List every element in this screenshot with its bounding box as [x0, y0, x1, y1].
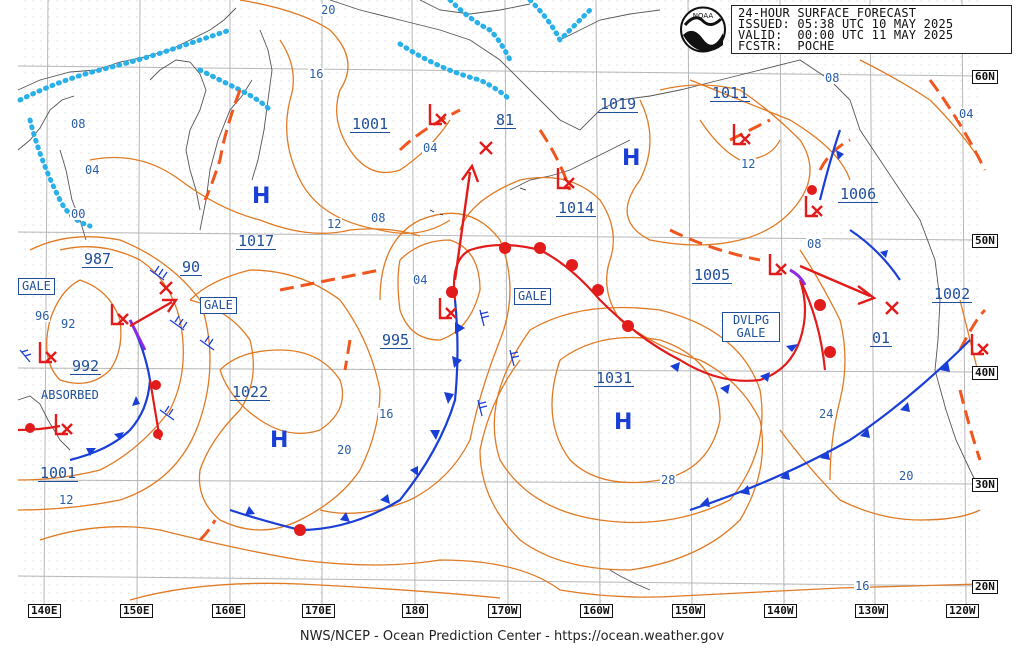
pressure-1006: 1006: [838, 185, 879, 203]
footer-credit: NWS/NCEP - Ocean Prediction Center - htt…: [299, 629, 725, 644]
isobar-label: 04: [422, 141, 439, 155]
high-center-1031: H: [614, 410, 633, 435]
lat-label-30n: 30N: [972, 478, 998, 492]
forecast-header: 24-HOUR SURFACE FORECAST ISSUED: 05:38 U…: [731, 5, 1012, 54]
lon-label-140e: 140E: [28, 604, 61, 618]
isobar-label: 08: [370, 211, 387, 225]
isobar-label: 96: [34, 309, 51, 323]
pressure-90: 90: [180, 258, 203, 276]
isobar-label: 20: [898, 469, 915, 483]
isobar-label: 00: [70, 207, 87, 221]
gale-warning-west: GALE: [18, 278, 55, 295]
pressure-1011: 1011: [710, 84, 751, 102]
isobar-label: 12: [58, 493, 75, 507]
high-center-1019: H: [622, 146, 641, 171]
pressure-1014: 1014: [556, 199, 597, 217]
low-markers: [38, 104, 989, 436]
pressure-1022: 1022: [230, 383, 271, 401]
isobar-label: 08: [824, 71, 841, 85]
troughs: [198, 79, 987, 542]
lon-label-180: 180: [402, 604, 428, 618]
isobar-label: 16: [854, 579, 871, 593]
isobar-label: 04: [84, 163, 101, 177]
fronts: [17, 129, 971, 532]
lon-label-150w: 150W: [672, 604, 705, 618]
forecast-title: 24-HOUR SURFACE FORECAST: [738, 6, 917, 20]
lon-label-160w: 160W: [580, 604, 613, 618]
lon-label-140w: 140W: [764, 604, 797, 618]
pressure-1017: 1017: [236, 232, 277, 250]
isobars: [17, 0, 981, 601]
noaa-logo-text: NOAA: [693, 12, 714, 20]
valid-line: VALID: 00:00 UTC 11 MAY 2025: [738, 28, 954, 42]
noaa-logo: NOAA: [680, 6, 726, 53]
gale-warning-central: GALE: [514, 288, 551, 305]
issued-line: ISSUED: 05:38 UTC 10 MAY 2025: [738, 17, 954, 31]
pressure-1001-north: 1001: [350, 115, 391, 133]
isobar-label: 12: [326, 217, 343, 231]
pressure-1001-west: 1001: [38, 464, 79, 482]
islands: [429, 187, 527, 216]
isobar-label: 08: [70, 117, 87, 131]
lon-label-170e: 170E: [302, 604, 335, 618]
high-center-1017: H: [252, 184, 271, 209]
isobar-label: 16: [378, 407, 395, 421]
isobar-label: 08: [806, 237, 823, 251]
lon-label-160e: 160E: [212, 604, 245, 618]
forecaster-line: FCSTR: POCHE: [738, 39, 835, 53]
gale-warning-kamchatka: GALE: [200, 297, 237, 314]
isobar-label: 16: [308, 67, 325, 81]
pressure-1019: 1019: [598, 95, 639, 113]
isobar-label: 28: [660, 473, 677, 487]
coastlines: [17, 0, 981, 591]
isobar-label: 92: [60, 317, 77, 331]
pressure-995: 995: [380, 331, 412, 349]
lat-label-50n: 50N: [972, 234, 998, 248]
lat-label-20n: 20N: [972, 580, 998, 594]
front-symbols: [25, 150, 950, 536]
isobar-label: 20: [336, 443, 353, 457]
pressure-81: 81: [494, 111, 517, 129]
pressure-1031: 1031: [594, 369, 635, 387]
pressure-987: 987: [82, 250, 114, 268]
dvlpg-gale-label: GALE: [736, 326, 766, 340]
pressure-992: 992: [70, 357, 102, 375]
wind-barbs: [19, 265, 520, 421]
isobar-label: 04: [412, 273, 429, 287]
dvlpg-label: DVLPG: [732, 313, 770, 327]
isobar-label: 20: [320, 3, 337, 17]
isobar-label: 04: [958, 107, 975, 121]
pressure-01: 01: [870, 329, 893, 347]
lon-label-150e: 150E: [120, 604, 153, 618]
lon-label-130w: 130W: [855, 604, 888, 618]
absorbed-label: ABSORBED: [41, 388, 99, 402]
isobar-label: 24: [818, 407, 835, 421]
developing-gale-warning: DVLPG GALE: [722, 312, 780, 342]
lon-label-170w: 170W: [488, 604, 521, 618]
lon-label-120w: 120W: [946, 604, 979, 618]
lat-label-40n: 40N: [972, 366, 998, 380]
high-center-1022: H: [270, 428, 289, 453]
lat-label-60n: 60N: [972, 70, 998, 84]
pressure-1005: 1005: [692, 266, 733, 284]
isobar-label: 12: [740, 157, 757, 171]
pressure-1002: 1002: [932, 285, 973, 303]
